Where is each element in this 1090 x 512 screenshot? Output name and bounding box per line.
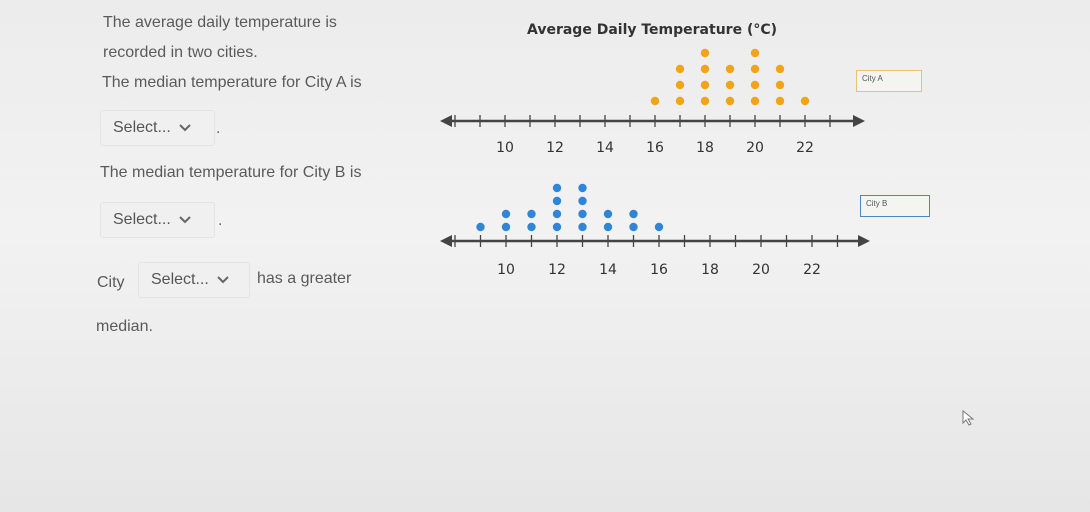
data-point-city-a bbox=[800, 96, 810, 106]
tick-label-10: 10 bbox=[496, 140, 514, 156]
data-point-city-b bbox=[578, 209, 587, 219]
data-point-city-b bbox=[603, 222, 613, 232]
data-point-city-b bbox=[552, 183, 562, 193]
legend-city-b: City B bbox=[860, 195, 930, 217]
question-city-suffix: has a greater bbox=[257, 270, 352, 287]
data-point-city-b bbox=[578, 196, 587, 206]
greater-median-city-select-value: Select... bbox=[151, 271, 209, 288]
data-point-city-b bbox=[578, 183, 587, 193]
legend-city-a: City A bbox=[856, 70, 922, 92]
tick-label-10: 10 bbox=[497, 262, 515, 278]
data-point-city-b bbox=[501, 222, 511, 232]
data-point-city-a bbox=[750, 80, 760, 90]
data-point-city-a bbox=[675, 64, 685, 74]
arrow-left-icon bbox=[440, 115, 452, 127]
data-point-city-a bbox=[700, 80, 710, 90]
data-point-city-a bbox=[650, 96, 660, 106]
data-point-city-a bbox=[775, 96, 785, 106]
data-point-city-a bbox=[700, 64, 710, 74]
dot-plot-chart: 10 12 14 16 18 20 22 10 12 14 16 18 20 22 bbox=[440, 48, 870, 278]
data-point-city-b bbox=[527, 209, 536, 219]
tick-label-20: 20 bbox=[746, 140, 764, 156]
data-point-city-a bbox=[675, 96, 685, 106]
question-last-line: median. bbox=[96, 318, 153, 335]
tick-label-22: 22 bbox=[803, 262, 821, 278]
tick-label-16: 16 bbox=[650, 262, 668, 278]
greater-median-city-select[interactable]: Select... bbox=[138, 262, 250, 298]
data-point-city-b bbox=[552, 196, 562, 206]
tick-label-22: 22 bbox=[796, 140, 814, 156]
data-point-city-a bbox=[725, 96, 735, 106]
data-point-city-a bbox=[725, 64, 735, 74]
data-point-city-a bbox=[775, 80, 785, 90]
city-a-median-select[interactable]: Select... bbox=[100, 110, 215, 146]
data-point-city-b bbox=[527, 222, 536, 232]
data-point-city-a bbox=[675, 80, 685, 90]
data-point-city-b bbox=[629, 209, 638, 219]
punctuation-period: . bbox=[216, 120, 221, 137]
data-point-city-a bbox=[700, 96, 710, 106]
mouse-cursor-icon bbox=[962, 410, 975, 426]
question-line-2: recorded in two cities. bbox=[103, 44, 258, 61]
punctuation-period: . bbox=[218, 212, 223, 229]
city-a-median-select-value: Select... bbox=[113, 119, 171, 136]
chevron-down-icon bbox=[217, 276, 229, 284]
data-point-city-b bbox=[476, 222, 485, 232]
data-point-city-b bbox=[501, 209, 511, 219]
data-point-city-a bbox=[750, 48, 760, 58]
data-point-city-b bbox=[603, 209, 613, 219]
question-line-1: The average daily temperature is bbox=[103, 14, 337, 31]
arrow-right-icon bbox=[858, 235, 870, 247]
question-city-b-prompt: The median temperature for City B is bbox=[100, 164, 362, 181]
data-point-city-a bbox=[725, 80, 735, 90]
tick-label-16: 16 bbox=[646, 140, 664, 156]
arrow-right-icon bbox=[853, 115, 865, 127]
tick-label-14: 14 bbox=[599, 262, 617, 278]
data-point-city-a bbox=[775, 64, 785, 74]
city-b-median-select[interactable]: Select... bbox=[100, 202, 215, 238]
tick-label-12: 12 bbox=[548, 262, 566, 278]
data-point-city-a bbox=[750, 96, 760, 106]
data-point-city-a bbox=[750, 64, 760, 74]
data-point-city-b bbox=[578, 222, 587, 232]
data-point-city-b bbox=[552, 222, 562, 232]
tick-label-18: 18 bbox=[701, 262, 719, 278]
tick-label-20: 20 bbox=[752, 262, 770, 278]
data-point-city-b bbox=[552, 209, 562, 219]
question-city-prefix: City bbox=[97, 274, 125, 291]
tick-label-18: 18 bbox=[696, 140, 714, 156]
tick-label-12: 12 bbox=[546, 140, 564, 156]
chevron-down-icon bbox=[179, 216, 191, 224]
data-point-city-b bbox=[629, 222, 638, 232]
tick-label-14: 14 bbox=[596, 140, 614, 156]
chart-title: Average Daily Temperature (°C) bbox=[527, 22, 778, 38]
question-city-a-prompt: The median temperature for City A is bbox=[102, 74, 362, 91]
chevron-down-icon bbox=[179, 124, 191, 132]
question-panel: The average daily temperature is recorde… bbox=[0, 0, 440, 512]
data-point-city-a bbox=[700, 48, 710, 58]
arrow-left-icon bbox=[440, 235, 452, 247]
city-b-median-select-value: Select... bbox=[113, 211, 171, 228]
data-point-city-b bbox=[654, 222, 664, 232]
